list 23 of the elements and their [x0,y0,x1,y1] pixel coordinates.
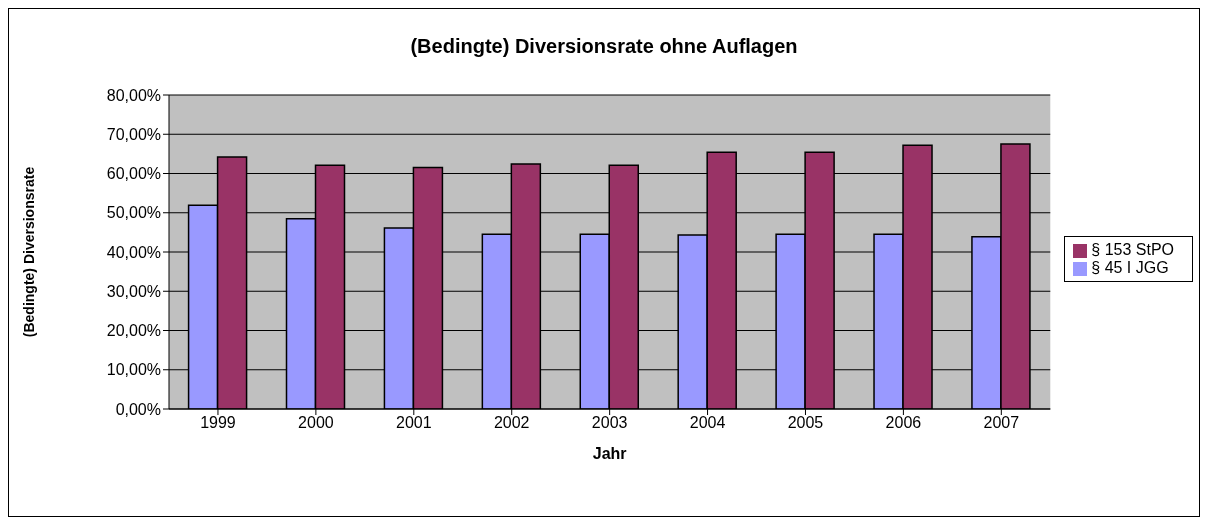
y-tick-label: 10,00% [106,361,161,379]
x-tick-label: 2005 [787,414,824,432]
y-tick-label: 50,00% [106,204,161,222]
y-tick-label: 20,00% [106,322,161,340]
y-tick-label: 40,00% [106,243,161,261]
chart-title: (Bedingte) Diversionsrate ohne Auflagen [409,35,799,58]
y-tick-label: 70,00% [106,125,161,143]
x-tick-label: 2007 [983,414,1020,432]
y-tick-label: 60,00% [106,165,161,183]
y-tick-label: 80,00% [106,86,161,104]
y-axis-title: (Bedingte) Diversionsrate [20,166,37,338]
x-tick-label: 2006 [885,414,922,432]
y-tick-label: 30,00% [106,282,161,300]
x-axis-title: Jahr [592,445,627,462]
legend-label: § 153 StPO [1091,241,1174,258]
x-tick-label: 2003 [591,414,628,432]
x-tick-label: 1999 [200,414,236,432]
x-tick-label: 2004 [689,414,726,432]
x-tick-label: 2000 [298,414,334,432]
legend-label: § 45 I JGG [1091,259,1169,276]
x-tick-label: 2002 [493,414,530,432]
y-tick-label: 0,00% [115,400,161,418]
x-tick-label: 2001 [396,414,432,432]
